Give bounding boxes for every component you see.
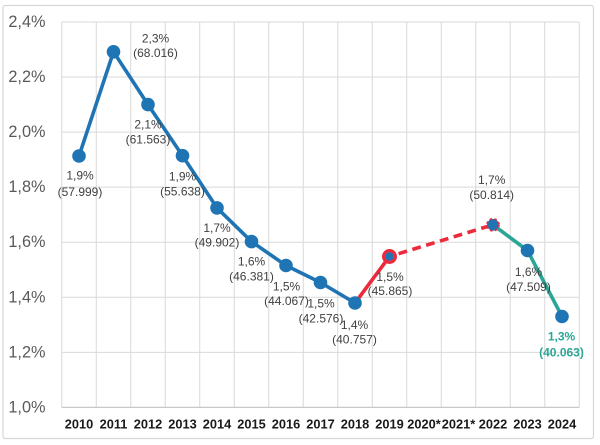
svg-text:(50.814): (50.814) — [469, 188, 514, 202]
svg-text:1,4%: 1,4% — [341, 318, 369, 332]
svg-text:1,5%: 1,5% — [273, 280, 301, 294]
svg-text:(40.757): (40.757) — [332, 333, 377, 347]
svg-text:(55.638): (55.638) — [160, 185, 205, 199]
svg-text:1,5%: 1,5% — [307, 297, 335, 311]
svg-text:(46.381): (46.381) — [229, 270, 274, 284]
svg-text:2011: 2011 — [100, 417, 128, 432]
svg-text:1,9%: 1,9% — [169, 170, 197, 184]
svg-text:2018: 2018 — [341, 417, 369, 432]
svg-text:2010: 2010 — [65, 417, 93, 432]
svg-text:(68.016): (68.016) — [133, 46, 178, 60]
svg-text:1,4%: 1,4% — [8, 288, 45, 306]
svg-text:1,6%: 1,6% — [8, 233, 45, 251]
svg-text:1,9%: 1,9% — [66, 168, 94, 182]
svg-text:1,8%: 1,8% — [8, 178, 45, 196]
svg-text:(47.509): (47.509) — [506, 280, 551, 294]
svg-text:1,6%: 1,6% — [238, 255, 266, 269]
svg-text:2024: 2024 — [548, 417, 577, 432]
svg-text:1,0%: 1,0% — [8, 398, 45, 416]
svg-text:2021*: 2021* — [442, 417, 475, 432]
svg-text:2,3%: 2,3% — [142, 32, 170, 46]
svg-text:2023: 2023 — [513, 417, 541, 432]
svg-text:2015: 2015 — [237, 417, 265, 432]
svg-text:2014: 2014 — [203, 417, 232, 432]
svg-text:2,2%: 2,2% — [8, 68, 45, 86]
svg-text:2020*: 2020* — [407, 417, 440, 432]
svg-text:2,1%: 2,1% — [134, 118, 162, 132]
svg-text:2019: 2019 — [375, 417, 403, 432]
svg-text:1,3%: 1,3% — [548, 330, 576, 344]
svg-text:(40.063): (40.063) — [539, 345, 584, 359]
svg-text:2016: 2016 — [272, 417, 300, 432]
svg-text:1,6%: 1,6% — [515, 265, 543, 279]
svg-text:(44.067): (44.067) — [264, 294, 309, 308]
svg-text:1,2%: 1,2% — [8, 343, 45, 361]
svg-text:(49.902): (49.902) — [195, 236, 240, 250]
svg-text:1,7%: 1,7% — [203, 221, 231, 235]
svg-text:1,5%: 1,5% — [376, 270, 404, 284]
svg-text:2012: 2012 — [134, 417, 162, 432]
svg-text:2,4%: 2,4% — [8, 13, 45, 31]
svg-text:(61.563): (61.563) — [126, 132, 171, 146]
svg-text:(42.576): (42.576) — [299, 311, 344, 325]
svg-text:1,7%: 1,7% — [478, 173, 506, 187]
svg-text:2013: 2013 — [168, 417, 196, 432]
svg-text:2022: 2022 — [479, 417, 507, 432]
svg-text:2,0%: 2,0% — [8, 123, 45, 141]
svg-text:(45.865): (45.865) — [368, 284, 413, 298]
svg-text:2017: 2017 — [306, 417, 334, 432]
svg-text:(57.999): (57.999) — [58, 185, 103, 199]
